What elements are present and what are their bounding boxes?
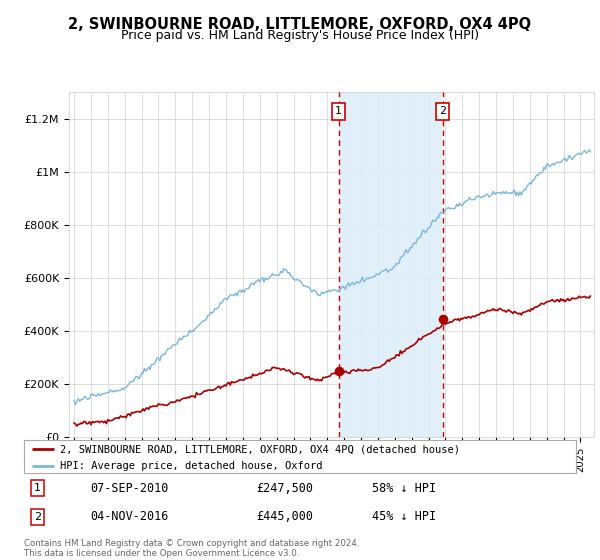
Text: 2: 2 [439, 106, 446, 116]
Text: 07-SEP-2010: 07-SEP-2010 [90, 482, 169, 494]
Text: 58% ↓ HPI: 58% ↓ HPI [372, 482, 436, 494]
Text: 45% ↓ HPI: 45% ↓ HPI [372, 511, 436, 524]
Text: £445,000: £445,000 [256, 511, 313, 524]
Text: 04-NOV-2016: 04-NOV-2016 [90, 511, 169, 524]
Text: 1: 1 [335, 106, 342, 116]
Text: 2, SWINBOURNE ROAD, LITTLEMORE, OXFORD, OX4 4PQ (detached house): 2, SWINBOURNE ROAD, LITTLEMORE, OXFORD, … [60, 444, 460, 454]
Text: 1: 1 [34, 483, 41, 493]
Text: 2: 2 [34, 512, 41, 522]
Text: Price paid vs. HM Land Registry's House Price Index (HPI): Price paid vs. HM Land Registry's House … [121, 29, 479, 42]
Text: £247,500: £247,500 [256, 482, 313, 494]
Text: Contains HM Land Registry data © Crown copyright and database right 2024.
This d: Contains HM Land Registry data © Crown c… [24, 539, 359, 558]
Text: HPI: Average price, detached house, Oxford: HPI: Average price, detached house, Oxfo… [60, 461, 322, 471]
Text: 2, SWINBOURNE ROAD, LITTLEMORE, OXFORD, OX4 4PQ: 2, SWINBOURNE ROAD, LITTLEMORE, OXFORD, … [68, 17, 532, 32]
